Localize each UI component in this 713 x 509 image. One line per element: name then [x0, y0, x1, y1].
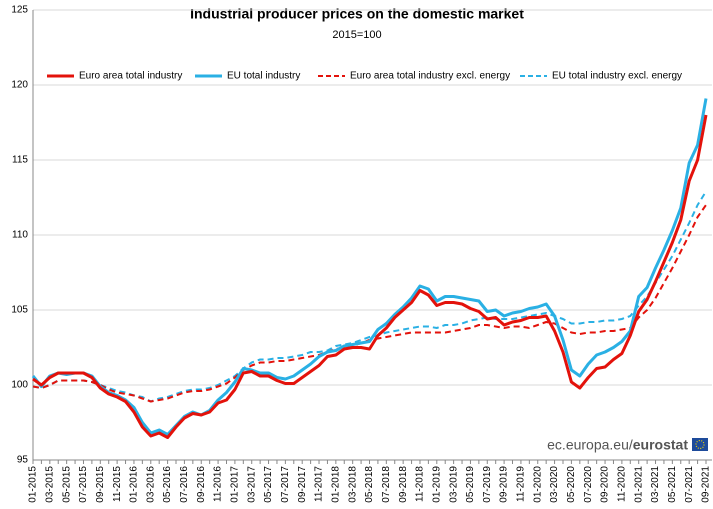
x-tick-label: 05-2015: [61, 466, 72, 503]
y-tick-label: 95: [17, 455, 29, 466]
x-tick-label: 09-2016: [196, 466, 207, 503]
legend-label: EU total industry: [227, 71, 300, 82]
x-tick-label: 01-2016: [129, 466, 140, 503]
x-tick-label: 07-2020: [583, 466, 594, 503]
y-tick-label: 100: [11, 380, 28, 391]
y-tick-label: 105: [11, 305, 28, 316]
x-tick-label: 07-2021: [684, 466, 695, 503]
x-tick-label: 03-2017: [246, 466, 257, 503]
x-tick-label: 11-2018: [415, 466, 426, 502]
x-tick-label: 07-2017: [280, 466, 291, 503]
y-tick-label: 110: [12, 230, 28, 241]
legend-label: Euro area total industry excl. energy: [350, 71, 510, 82]
y-tick-label: 125: [11, 5, 28, 16]
x-tick-label: 01-2018: [330, 466, 341, 503]
series-line: [32, 190, 707, 403]
x-tick-label: 07-2016: [179, 466, 190, 503]
x-tick-label: 01-2020: [532, 466, 543, 503]
series-line: [31, 98, 708, 436]
x-tick-label: 05-2019: [465, 466, 476, 503]
x-tick-label: 03-2018: [347, 466, 358, 503]
source-brand: eurostat: [633, 437, 689, 453]
x-tick-label: 11-2020: [617, 466, 628, 502]
x-tick-label: 03-2020: [549, 466, 560, 503]
series-line: [32, 114, 708, 439]
x-tick-label: 11-2019: [516, 466, 527, 502]
series-line: [32, 204, 707, 403]
x-tick-label: 07-2015: [78, 466, 89, 503]
x-tick-label: 01-2019: [431, 466, 442, 503]
x-tick-label: 01-2015: [28, 466, 39, 503]
x-tick-label: 05-2018: [364, 466, 375, 503]
x-tick-label: 09-2019: [499, 466, 510, 503]
x-tick-label: 03-2016: [145, 466, 156, 503]
x-tick-label: 09-2020: [600, 466, 611, 503]
x-tick-label: 09-2017: [297, 466, 308, 503]
chart-title: Industrial producer prices on the domest…: [190, 6, 524, 22]
x-tick-label: 03-2015: [44, 466, 55, 503]
eu-stars: [695, 439, 705, 450]
x-tick-label: 05-2017: [263, 466, 274, 503]
x-tick-label: 11-2016: [213, 466, 224, 502]
x-tick-label: 05-2020: [566, 466, 577, 503]
source-logo: ec.europa.eu/ eurostat: [547, 437, 708, 453]
x-tick-label: 09-2015: [95, 466, 106, 503]
source-prefix: ec.europa.eu/: [547, 437, 633, 453]
x-tick-label: 11-2017: [314, 466, 325, 502]
eu-flag: [692, 438, 708, 451]
x-tick-label: 01-2017: [230, 466, 241, 503]
x-tick-label: 05-2021: [667, 466, 678, 503]
x-tick-label: 03-2019: [448, 466, 459, 503]
x-tick-label: 07-2019: [482, 466, 493, 503]
x-tick-label: 09-2018: [398, 466, 409, 503]
y-tick-label: 115: [12, 155, 28, 166]
chart-subtitle: 2015=100: [332, 29, 381, 41]
x-tick-label: 01-2021: [633, 466, 644, 503]
x-tick-label: 09-2021: [701, 466, 712, 503]
legend-label: Euro area total industry: [79, 71, 182, 82]
x-tick-label: 03-2021: [650, 466, 661, 503]
x-tick-label: 07-2018: [381, 466, 392, 503]
legend-label: EU total industry excl. energy: [552, 71, 682, 82]
y-tick-label: 120: [11, 80, 28, 91]
x-tick-label: 05-2016: [162, 466, 173, 503]
x-tick-label: 11-2015: [112, 466, 123, 502]
